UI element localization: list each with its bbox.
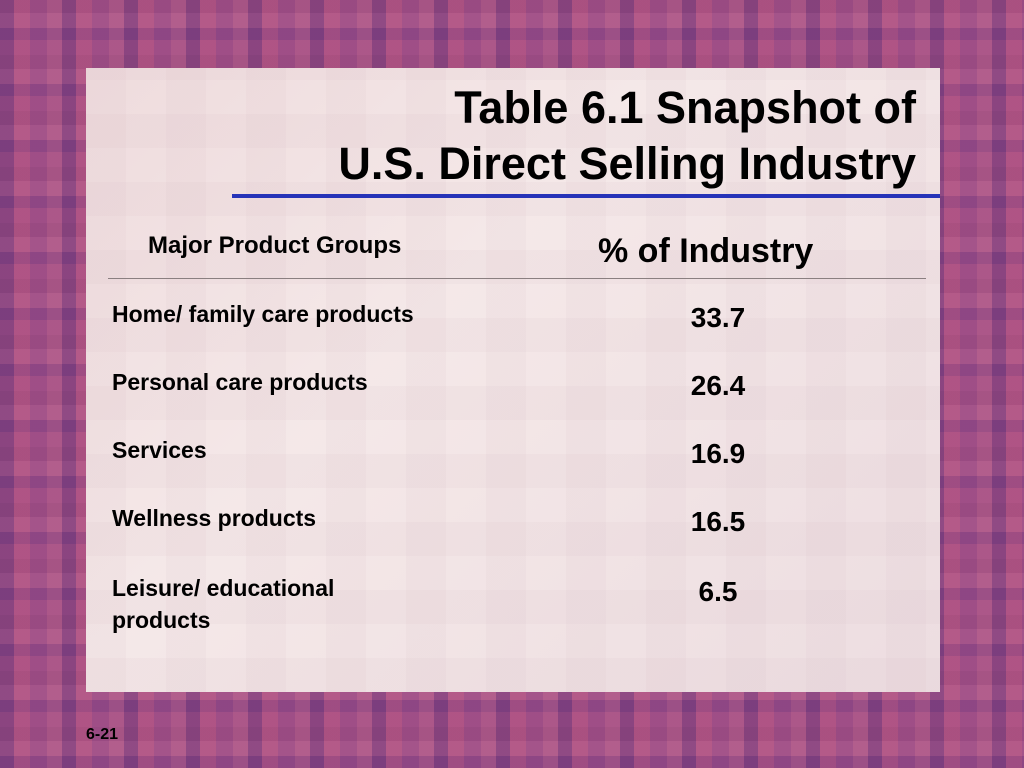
- content-panel: [86, 68, 940, 692]
- product-group-cell: Personal care products: [112, 369, 368, 395]
- table-row: Leisure/ educational products 6.5: [0, 572, 1024, 642]
- percent-cell: 16.9: [690, 438, 746, 469]
- column-header-product-groups: Major Product Groups: [148, 232, 402, 259]
- table-row: Wellness products 16.5: [0, 502, 1024, 562]
- slide-title: Table 6.1 Snapshot of U.S. Direct Sellin…: [216, 80, 916, 192]
- title-underline: [232, 194, 940, 198]
- column-header-percent: % of Industry: [598, 232, 814, 270]
- percent-cell: 16.5: [690, 506, 746, 537]
- percent-cell: 26.4: [690, 370, 746, 401]
- table-row: Personal care products 26.4: [0, 366, 1024, 426]
- slide-title-line-2: U.S. Direct Selling Industry: [338, 138, 916, 189]
- percent-cell: 33.7: [690, 302, 746, 333]
- slide-number: 6-21: [86, 726, 119, 743]
- table-row: Services 16.9: [0, 434, 1024, 494]
- product-group-cell: Home/ family care products: [112, 301, 414, 327]
- percent-cell: 6.5: [698, 576, 738, 607]
- product-group-cell: Services: [112, 437, 207, 463]
- product-group-cell: Wellness products: [112, 505, 317, 531]
- product-group-cell: Leisure/ educational products: [112, 575, 335, 633]
- table-row: Home/ family care products 33.7: [0, 298, 1024, 358]
- slide-title-line-1: Table 6.1 Snapshot of: [454, 82, 916, 133]
- header-divider: [108, 278, 926, 279]
